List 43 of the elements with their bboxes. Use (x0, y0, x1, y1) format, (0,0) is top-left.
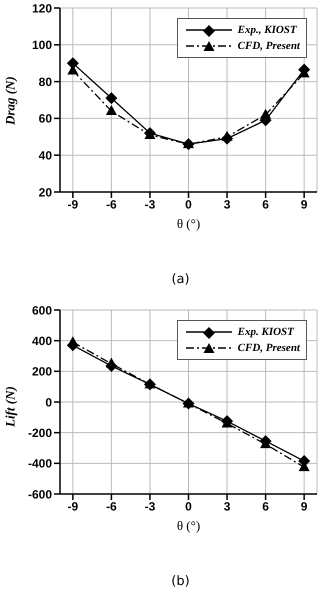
y-tick-label: 600 (32, 303, 52, 318)
x-tick-label: 6 (262, 500, 270, 514)
point (106, 105, 117, 116)
legend-label: Exp., KIOST (238, 24, 297, 36)
x-tick-label: 3 (224, 198, 231, 212)
x-axis-title: θ (°) (176, 216, 200, 231)
y-tick-label: 100 (32, 38, 52, 52)
legend-label: Exp. KIOST (238, 326, 294, 338)
x-tick-label: 9 (300, 500, 308, 514)
x-tick-label: -3 (144, 198, 156, 212)
text: (b) (170, 574, 191, 589)
y-tick-label: 0 (45, 395, 52, 410)
x-tick-label: -3 (144, 500, 156, 514)
y-axis-title: Drag (N) (2, 76, 18, 126)
y-tick-label: 400 (32, 334, 52, 348)
y-tick-label: 40 (38, 148, 52, 162)
legend-label: CFD, Present (238, 342, 300, 354)
point (260, 108, 272, 119)
x-tick-label: 9 (300, 198, 308, 212)
x-axis-title: θ (°) (176, 518, 200, 533)
x-tick-label: -9 (68, 500, 79, 514)
x-tick-label: 0 (185, 500, 192, 514)
point (67, 336, 78, 346)
point (106, 358, 117, 368)
text: (a) (170, 272, 191, 287)
point (105, 92, 118, 104)
legend-label: CFD, Present (238, 40, 300, 52)
y-tick-label: 80 (38, 74, 52, 89)
y-tick-label: -200 (28, 426, 52, 440)
x-tick-label: -9 (68, 198, 79, 212)
y-axis-title: Lift (N) (2, 386, 18, 428)
x-tick-label: 0 (185, 198, 192, 212)
y-tick-label: -600 (28, 487, 52, 502)
x-tick-label: 3 (224, 500, 231, 514)
point (222, 130, 233, 141)
y-tick-label: 20 (38, 185, 52, 200)
x-tick-label: 6 (262, 198, 270, 212)
y-tick-label: 120 (32, 1, 52, 16)
x-tick-label: -6 (106, 500, 118, 514)
y-tick-label: 60 (38, 112, 52, 126)
y-tick-label: 200 (32, 364, 52, 379)
y-tick-label: -400 (28, 456, 52, 471)
x-tick-label: -6 (106, 198, 118, 212)
